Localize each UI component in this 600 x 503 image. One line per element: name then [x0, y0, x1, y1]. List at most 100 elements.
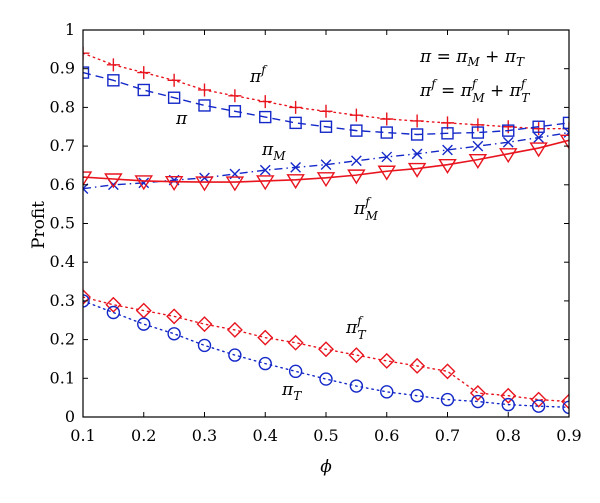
- data-point: [166, 308, 183, 325]
- y-tick-label: 0.2: [50, 330, 75, 349]
- data-point: [316, 172, 336, 188]
- data-point: [442, 144, 453, 156]
- y-tick-label: 0: [65, 407, 75, 426]
- data-point: [347, 169, 366, 185]
- data-point: [257, 329, 274, 346]
- data-point: [198, 83, 211, 97]
- data-point: [471, 126, 485, 139]
- data-point: [198, 99, 211, 112]
- label-pi-t-f: πf T: [345, 314, 367, 342]
- data-point: [83, 183, 89, 195]
- series-triangle-down: [83, 134, 569, 192]
- data-point: [378, 352, 395, 369]
- data-point: [533, 132, 544, 143]
- data-point: [167, 73, 181, 87]
- data-point: [104, 173, 123, 189]
- svg-text:π: π: [175, 109, 188, 129]
- data-point: [319, 372, 333, 386]
- data-point: [195, 176, 214, 192]
- data-point: [137, 317, 151, 331]
- x-tick-label: 0.2: [131, 426, 156, 445]
- equation-total-profit: π = πM + πT: [419, 47, 525, 69]
- data-point: [410, 389, 424, 403]
- data-point: [502, 124, 515, 137]
- data-point: [559, 134, 569, 150]
- data-point: [501, 397, 515, 412]
- data-point: [105, 296, 122, 313]
- x-tick-label: 0.1: [70, 426, 95, 445]
- data-point: [409, 357, 426, 374]
- data-point: [380, 126, 393, 139]
- x-axis-label: ϕ: [320, 457, 332, 477]
- data-point: [228, 348, 242, 362]
- x-tick-label: 0.8: [496, 426, 521, 445]
- x-tick-label: 0.6: [374, 426, 399, 445]
- data-point: [469, 385, 486, 401]
- x-tick-label: 0.7: [435, 426, 460, 445]
- data-point: [530, 391, 547, 408]
- label-pi-m-f: πf M: [353, 195, 379, 223]
- y-axis-label: Profit: [29, 201, 49, 249]
- data-point: [226, 321, 243, 338]
- data-point: [83, 289, 91, 306]
- data-point: [228, 89, 242, 103]
- data-point: [502, 136, 514, 148]
- series-line: [83, 300, 569, 409]
- svg-text:πT: πT: [281, 380, 302, 403]
- data-point: [289, 100, 303, 114]
- data-point: [288, 364, 303, 379]
- data-point: [350, 124, 363, 137]
- label-pi-m: πM: [261, 140, 286, 163]
- series-square: [83, 66, 569, 141]
- series-line: [83, 52, 569, 130]
- data-point: [532, 120, 545, 133]
- data-point: [199, 172, 210, 184]
- data-point: [138, 177, 150, 189]
- data-point: [286, 174, 305, 190]
- data-point: [320, 159, 332, 171]
- y-tick-label: 0.5: [50, 214, 75, 233]
- svg-text:π = πM + πT: π = πM + πT: [419, 47, 525, 69]
- data-point: [197, 338, 212, 353]
- y-tick-label: 0.6: [50, 175, 75, 194]
- y-tick-label: 0.1: [50, 368, 75, 387]
- svg-text:πf: πf: [249, 63, 268, 87]
- data-point: [351, 155, 362, 167]
- y-tick-label: 1: [65, 20, 75, 39]
- data-point: [380, 112, 394, 126]
- data-point: [319, 120, 333, 133]
- data-point: [349, 108, 363, 122]
- data-point: [380, 385, 394, 399]
- data-point: [529, 142, 548, 158]
- svg-text:πM: πM: [261, 140, 286, 163]
- series-diamond: [83, 289, 569, 410]
- series-line: [83, 131, 569, 190]
- series-circle: [83, 294, 569, 415]
- label-pi-t: πT: [281, 380, 302, 403]
- data-point: [258, 95, 272, 109]
- data-point: [167, 91, 181, 104]
- y-tick-label: 0.4: [50, 252, 75, 271]
- data-point: [438, 158, 457, 175]
- data-point: [439, 363, 456, 380]
- data-point: [381, 151, 393, 163]
- data-point: [225, 176, 245, 192]
- series-layer: [83, 46, 569, 415]
- data-point: [319, 104, 333, 118]
- ticks-layer: 0.1 0.2 0.3 0.4 0.5 0.6 0.7 0.8 0.900.10.20.30.4…: [50, 20, 582, 445]
- series-line: [83, 71, 569, 136]
- data-point: [196, 316, 213, 333]
- data-point: [289, 116, 302, 130]
- data-point: [471, 394, 485, 409]
- data-point: [287, 334, 304, 351]
- data-point: [259, 164, 271, 176]
- data-point: [348, 347, 365, 364]
- data-point: [106, 305, 121, 320]
- data-point: [290, 162, 301, 173]
- data-point: [410, 128, 424, 141]
- data-point: [255, 175, 275, 191]
- data-point: [531, 399, 546, 413]
- data-point: [167, 327, 181, 341]
- y-tick-label: 0.9: [50, 59, 75, 78]
